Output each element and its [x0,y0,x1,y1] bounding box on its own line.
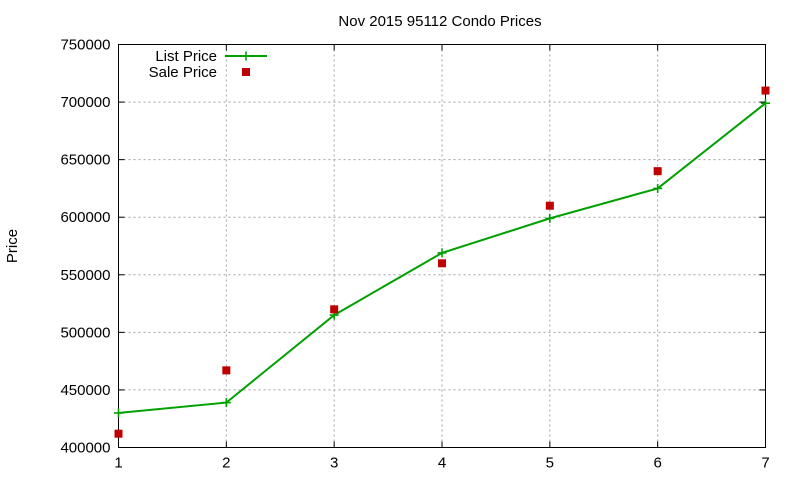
data-point-plus [761,98,770,108]
x-tick-label: 1 [114,455,122,472]
y-axis-label: Price [4,229,21,263]
data-point-plus [221,398,231,408]
grid-lines [118,44,766,448]
axis-ticks: 400000 450000 500000 550000 600000 650000 7000… [60,37,769,472]
y-tick-label: 400000 [60,440,110,457]
x-tick-label: 6 [653,455,661,472]
x-tick-label: 3 [330,455,338,472]
chart-title: Nov 2015 95112 Condo Prices [338,13,541,30]
data-point-square [222,366,231,375]
legend-marker-square [242,68,250,76]
legend-label: Sale Price [149,64,217,81]
data-point-plus [545,213,555,223]
x-tick-label: 5 [546,455,554,472]
y-tick-label: 650000 [60,152,110,169]
data-point-square [330,305,339,314]
x-tick-label: 4 [438,455,446,472]
y-tick-label: 600000 [60,209,110,226]
series-layer [114,86,770,438]
data-point-square [545,201,554,210]
x-tick-label: 2 [222,455,230,472]
series-sale-price [114,86,770,438]
data-point-square [438,259,446,268]
y-tick-label: 700000 [60,94,110,111]
y-tick-label: 500000 [60,324,110,341]
y-tick-label: 750000 [60,37,110,54]
data-point-square [653,167,662,176]
y-tick-label: 450000 [60,382,110,399]
legend-label: List Price [155,48,217,65]
data-point-plus [437,248,447,258]
data-point-plus [114,408,123,418]
y-tick-label: 550000 [60,267,110,284]
series-list-price [114,98,770,418]
data-point-square [114,429,123,438]
data-point-plus [653,183,663,193]
legend-marker-plus [241,51,251,61]
data-point-square [761,86,770,95]
x-tick-label: 7 [761,455,769,472]
